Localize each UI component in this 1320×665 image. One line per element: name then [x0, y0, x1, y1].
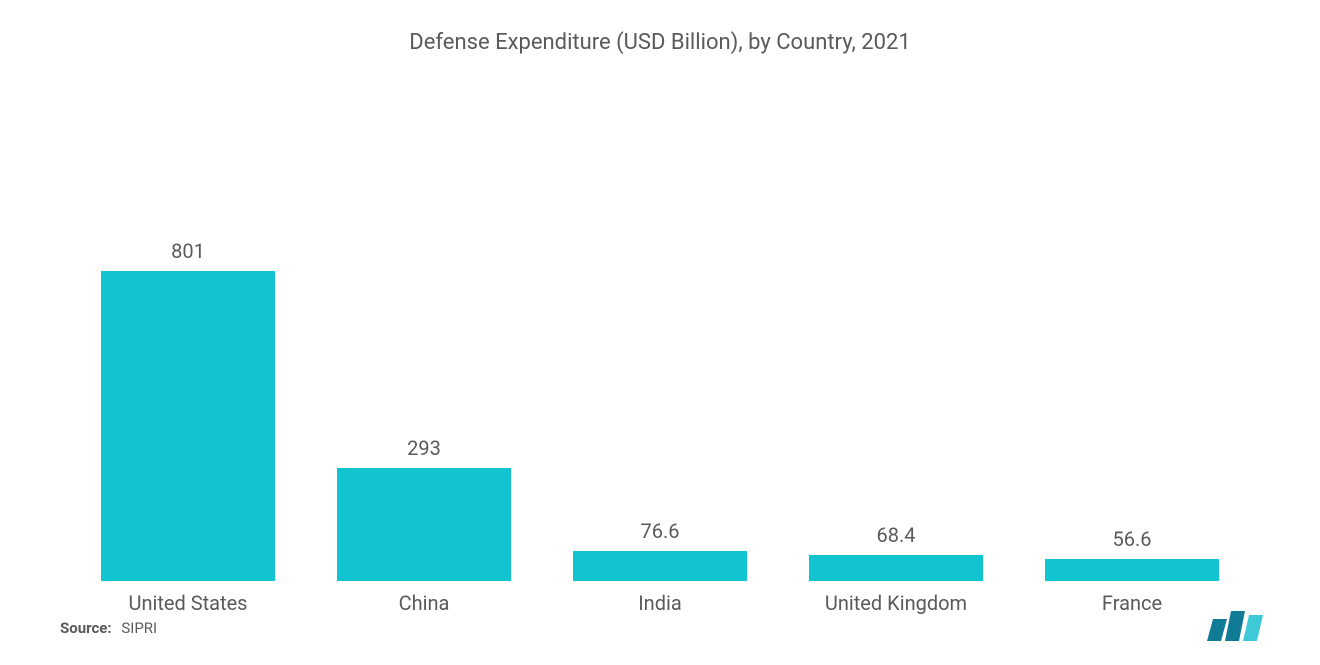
- bar-value: 293: [407, 436, 441, 460]
- bar-group: 56.6 France: [1026, 527, 1238, 615]
- bar-value: 68.4: [876, 523, 915, 547]
- chart-title: Defense Expenditure (USD Billion), by Co…: [60, 30, 1260, 55]
- bar-group: 801 United States: [82, 239, 294, 615]
- bar: [809, 555, 983, 581]
- bar-group: 76.6 India: [554, 519, 766, 615]
- brand-logo-icon: [1205, 607, 1265, 643]
- bar-group: 68.4 United Kingdom: [790, 523, 1002, 615]
- bar-category-label: India: [638, 591, 682, 615]
- chart-area: 801 United States 293 China 76.6 India 68.4 Uni…: [60, 75, 1260, 625]
- bar-category-label: China: [399, 591, 450, 615]
- chart-container: Defense Expenditure (USD Billion), by Co…: [0, 0, 1320, 665]
- bar: [1045, 559, 1219, 581]
- bar: [337, 468, 511, 581]
- bar-category-label: United Kingdom: [825, 591, 967, 615]
- source-line: Source: SIPRI: [60, 619, 157, 637]
- bar-group: 293 China: [318, 436, 530, 615]
- bar-category-label: United States: [128, 591, 247, 615]
- bar-value: 56.6: [1112, 527, 1151, 551]
- source-label: Source:: [60, 619, 112, 637]
- bar: [573, 551, 747, 581]
- bar-value: 76.6: [640, 519, 679, 543]
- bar-category-label: France: [1102, 591, 1162, 615]
- source-value: SIPRI: [121, 619, 157, 637]
- bar-value: 801: [171, 239, 205, 263]
- bar: [101, 271, 275, 581]
